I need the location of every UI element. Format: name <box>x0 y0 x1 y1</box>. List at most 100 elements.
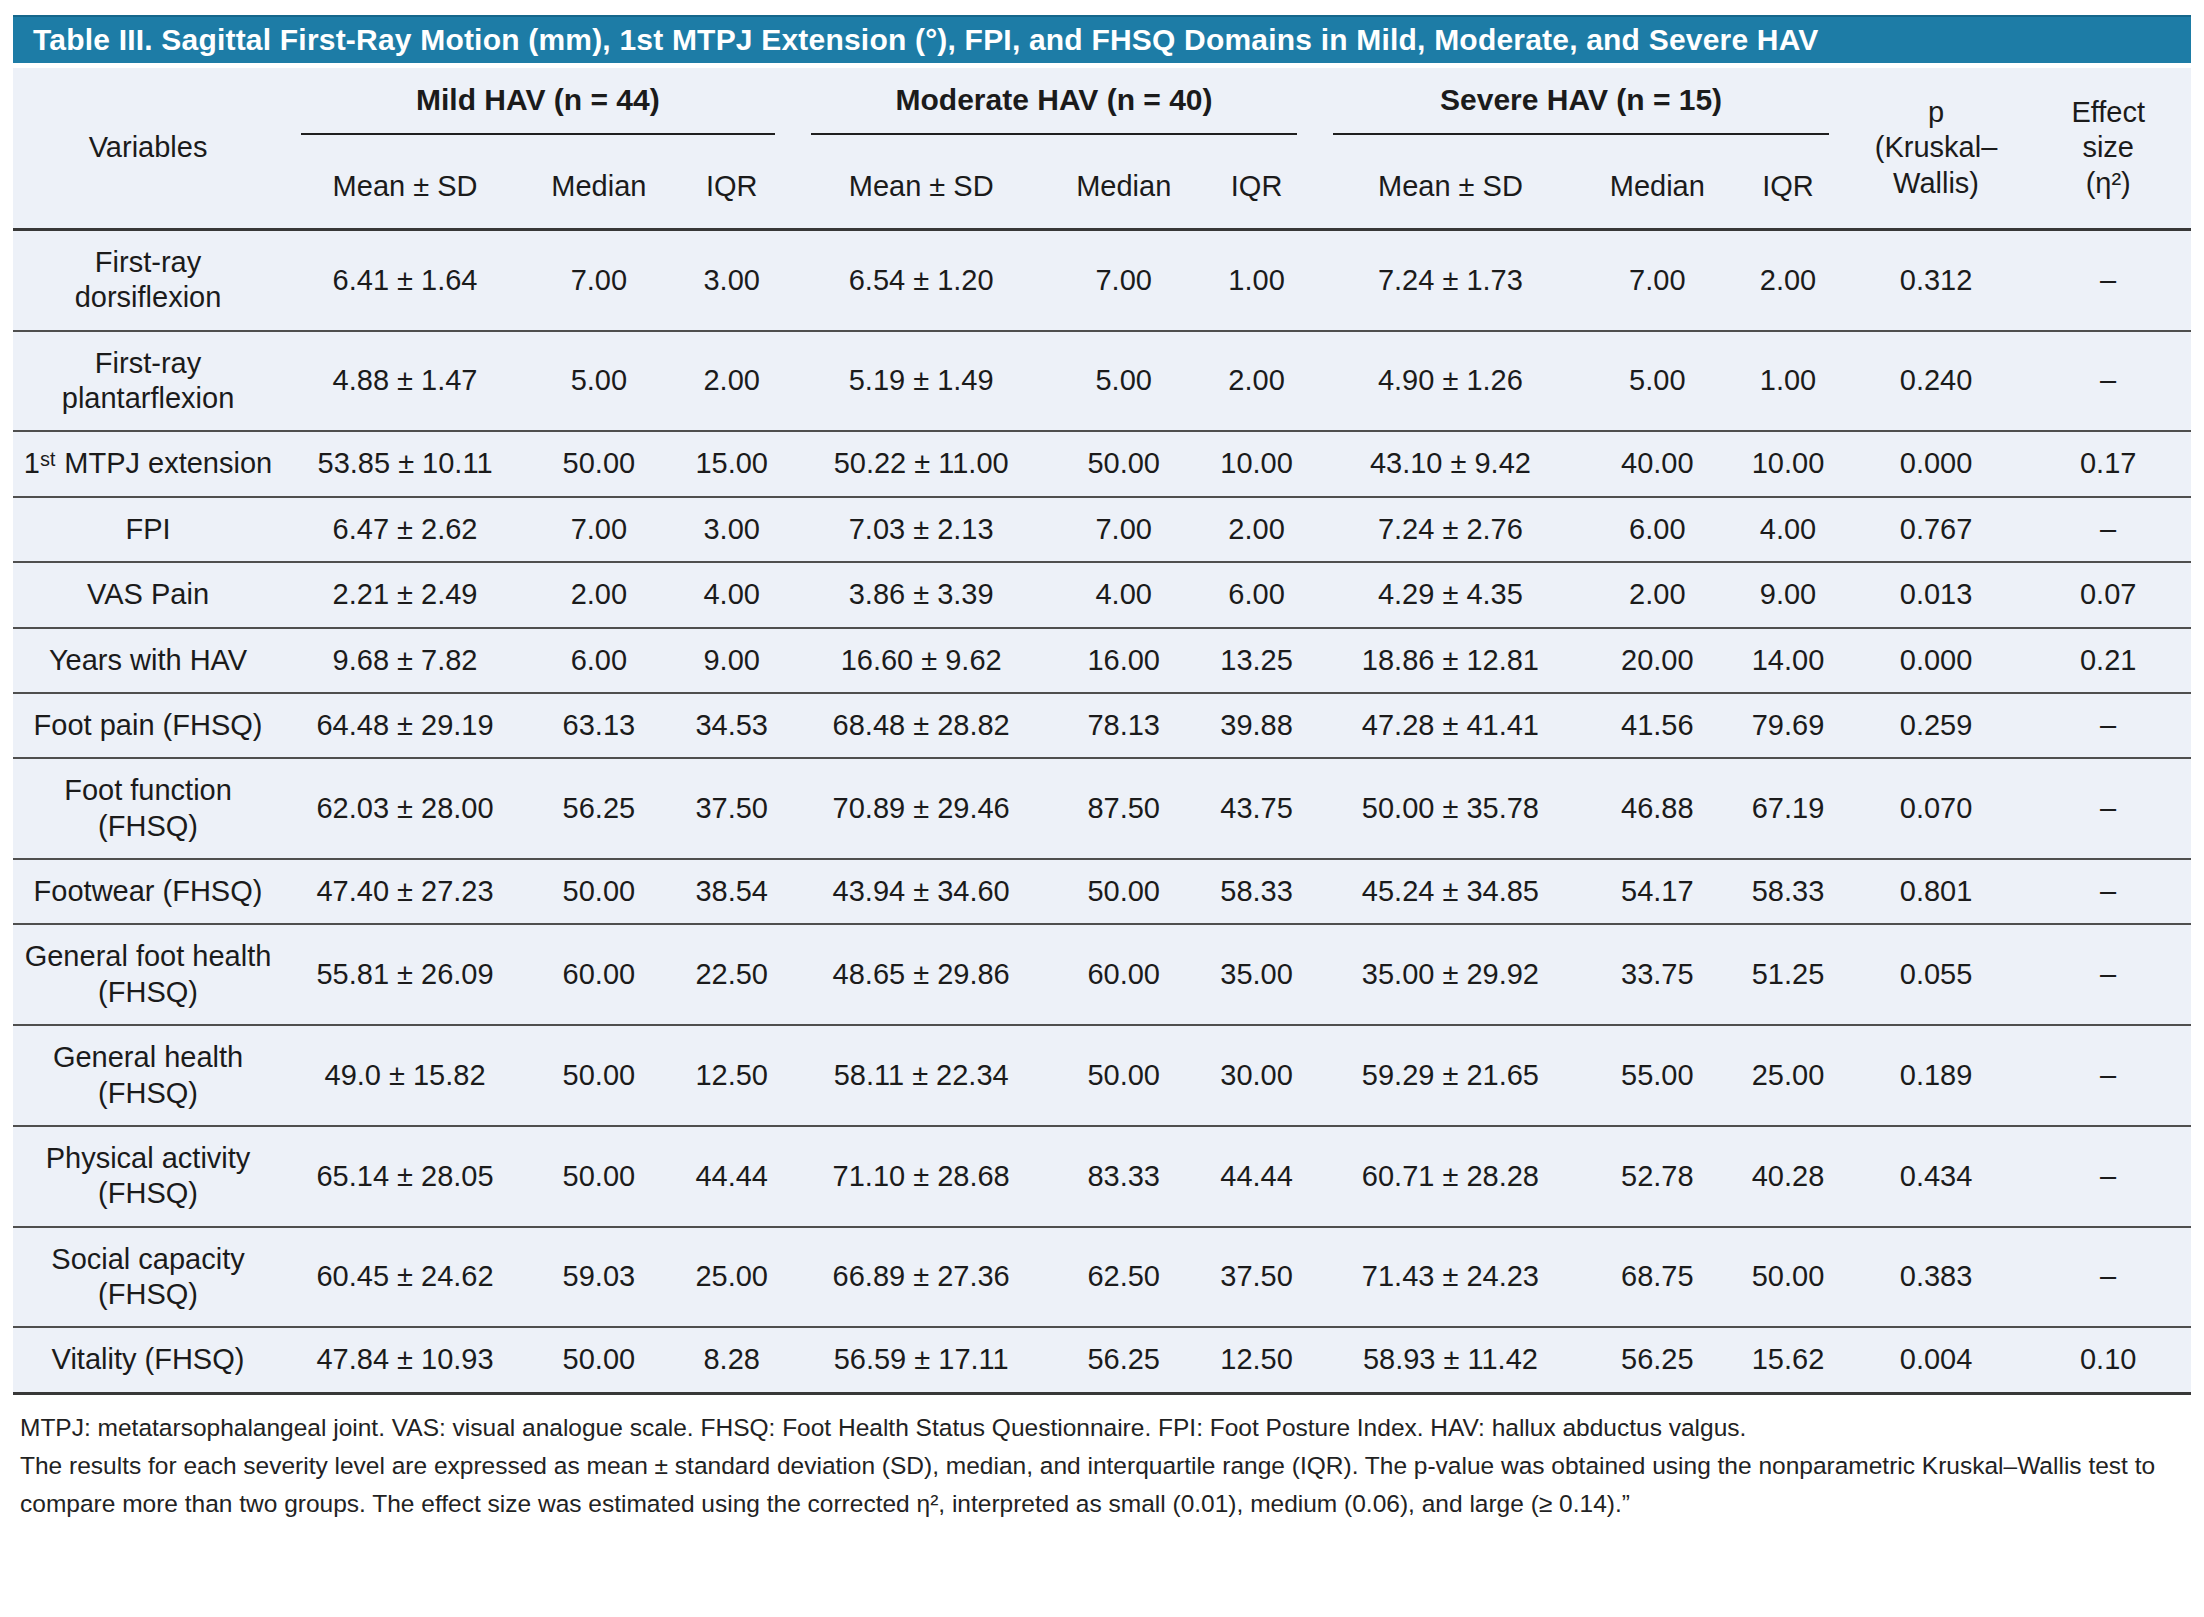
effect-size-cell: – <box>2025 758 2191 859</box>
value-cell: 63.13 <box>527 693 671 758</box>
value-cell: 50.00 ± 35.78 <box>1315 758 1585 859</box>
value-cell: 62.03 ± 28.00 <box>283 758 527 859</box>
value-cell: 14.00 <box>1729 628 1847 693</box>
value-cell: 64.48 ± 29.19 <box>283 693 527 758</box>
variable-cell: General health (FHSQ) <box>13 1025 283 1126</box>
subheader-mild-median: Median <box>527 149 671 230</box>
effect-size-cell: 0.10 <box>2025 1327 2191 1393</box>
group-header-mild-label: Mild HAV (n = 44) <box>301 82 775 135</box>
subheader-severe-mean-sd: Mean ± SD <box>1315 149 1585 230</box>
value-cell: 2.00 <box>527 562 671 627</box>
table-footnotes: MTPJ: metatarsophalangeal joint. VAS: vi… <box>20 1409 2184 1523</box>
value-cell: 2.00 <box>1729 229 1847 330</box>
value-cell: 7.00 <box>527 229 671 330</box>
value-cell: 56.59 ± 17.11 <box>793 1327 1050 1393</box>
value-cell: 4.00 <box>1729 497 1847 562</box>
value-cell: 10.00 <box>1729 431 1847 496</box>
value-cell: 1.00 <box>1198 229 1316 330</box>
effect-size-cell: – <box>2025 924 2191 1025</box>
value-cell: 5.19 ± 1.49 <box>793 331 1050 432</box>
value-cell: 12.50 <box>1198 1327 1316 1393</box>
value-cell: 47.40 ± 27.23 <box>283 859 527 924</box>
value-cell: 68.48 ± 28.82 <box>793 693 1050 758</box>
value-cell: 30.00 <box>1198 1025 1316 1126</box>
value-cell: 5.00 <box>1050 331 1198 432</box>
variable-cell: Vitality (FHSQ) <box>13 1327 283 1393</box>
table-container: Variables Mild HAV (n = 44) Moderate HAV… <box>13 68 2191 1395</box>
value-cell: 22.50 <box>671 924 793 1025</box>
effect-size-cell: – <box>2025 497 2191 562</box>
value-cell: 60.45 ± 24.62 <box>283 1227 527 1328</box>
table-row: First-ray plantarflexion 4.88 ± 1.47 5.0… <box>13 331 2191 432</box>
table-row: Vitality (FHSQ) 47.84 ± 10.93 50.00 8.28… <box>13 1327 2191 1393</box>
value-cell: 16.00 <box>1050 628 1198 693</box>
value-cell: 9.00 <box>1729 562 1847 627</box>
value-cell: 55.81 ± 26.09 <box>283 924 527 1025</box>
value-cell: 71.10 ± 28.68 <box>793 1126 1050 1227</box>
value-cell: 4.90 ± 1.26 <box>1315 331 1585 432</box>
value-cell: 2.00 <box>671 331 793 432</box>
value-cell: 35.00 <box>1198 924 1316 1025</box>
effect-size-cell: 0.21 <box>2025 628 2191 693</box>
value-cell: 71.43 ± 24.23 <box>1315 1227 1585 1328</box>
value-cell: 2.00 <box>1585 562 1729 627</box>
effect-size-cell: – <box>2025 1126 2191 1227</box>
footnote-abbreviations: MTPJ: metatarsophalangeal joint. VAS: vi… <box>20 1409 2184 1447</box>
value-cell: 70.89 ± 29.46 <box>793 758 1050 859</box>
value-cell: 3.86 ± 3.39 <box>793 562 1050 627</box>
value-cell: 37.50 <box>671 758 793 859</box>
value-cell: 78.13 <box>1050 693 1198 758</box>
group-header-severe: Severe HAV (n = 15) <box>1315 68 1846 149</box>
value-cell: 4.88 ± 1.47 <box>283 331 527 432</box>
value-cell: 50.22 ± 11.00 <box>793 431 1050 496</box>
value-cell: 7.00 <box>1585 229 1729 330</box>
footnote-methods: The results for each severity level are … <box>20 1447 2184 1523</box>
table-title-bar: Table III. Sagittal First-Ray Motion (mm… <box>13 15 2191 63</box>
variable-cell: FPI <box>13 497 283 562</box>
value-cell: 43.94 ± 34.60 <box>793 859 1050 924</box>
value-cell: 58.33 <box>1729 859 1847 924</box>
value-cell: 33.75 <box>1585 924 1729 1025</box>
variables-header-cell: Variables <box>13 68 283 229</box>
group-header-moderate: Moderate HAV (n = 40) <box>793 68 1316 149</box>
value-cell: 46.88 <box>1585 758 1729 859</box>
table-row: 1ˢᵗ MTPJ extension 53.85 ± 10.11 50.00 1… <box>13 431 2191 496</box>
value-cell: 50.00 <box>527 1126 671 1227</box>
value-cell: 5.00 <box>1585 331 1729 432</box>
value-cell: 7.03 ± 2.13 <box>793 497 1050 562</box>
group-header-mild: Mild HAV (n = 44) <box>283 68 793 149</box>
value-cell: 9.00 <box>671 628 793 693</box>
value-cell: 50.00 <box>527 431 671 496</box>
value-cell: 48.65 ± 29.86 <box>793 924 1050 1025</box>
value-cell: 50.00 <box>527 859 671 924</box>
value-cell: 52.78 <box>1585 1126 1729 1227</box>
value-cell: 15.62 <box>1729 1327 1847 1393</box>
value-cell: 41.56 <box>1585 693 1729 758</box>
value-cell: 10.00 <box>1198 431 1316 496</box>
group-header-severe-label: Severe HAV (n = 15) <box>1333 82 1828 135</box>
value-cell: 47.28 ± 41.41 <box>1315 693 1585 758</box>
p-value-cell: 0.383 <box>1847 1227 2026 1328</box>
value-cell: 50.00 <box>1050 1025 1198 1126</box>
table-row: Physical activity (FHSQ) 65.14 ± 28.05 5… <box>13 1126 2191 1227</box>
effect-size-cell: – <box>2025 1025 2191 1126</box>
value-cell: 25.00 <box>1729 1025 1847 1126</box>
value-cell: 38.54 <box>671 859 793 924</box>
data-table: Variables Mild HAV (n = 44) Moderate HAV… <box>13 68 2191 1395</box>
value-cell: 4.29 ± 4.35 <box>1315 562 1585 627</box>
value-cell: 7.00 <box>527 497 671 562</box>
value-cell: 20.00 <box>1585 628 1729 693</box>
value-cell: 6.41 ± 1.64 <box>283 229 527 330</box>
effect-size-cell: 0.07 <box>2025 562 2191 627</box>
value-cell: 43.10 ± 9.42 <box>1315 431 1585 496</box>
value-cell: 58.11 ± 22.34 <box>793 1025 1050 1126</box>
subheader-moderate-iqr: IQR <box>1198 149 1316 230</box>
value-cell: 7.24 ± 2.76 <box>1315 497 1585 562</box>
effect-size-header-cell: Effect size (η²) <box>2025 68 2191 229</box>
value-cell: 3.00 <box>671 497 793 562</box>
value-cell: 65.14 ± 28.05 <box>283 1126 527 1227</box>
value-cell: 45.24 ± 34.85 <box>1315 859 1585 924</box>
subheader-severe-iqr: IQR <box>1729 149 1847 230</box>
variable-cell: Footwear (FHSQ) <box>13 859 283 924</box>
value-cell: 1.00 <box>1729 331 1847 432</box>
